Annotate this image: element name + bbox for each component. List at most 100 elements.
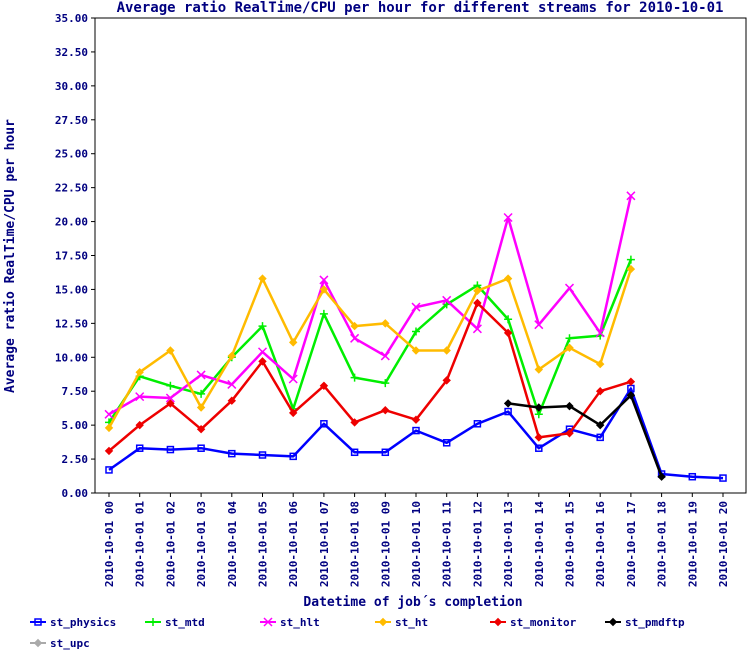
x-tick-label: 2010-10-01 17 <box>625 501 638 587</box>
data-point <box>534 403 544 412</box>
x-tick-label: 2010-10-01 16 <box>594 501 607 587</box>
data-point <box>565 334 574 343</box>
data-point <box>657 472 666 481</box>
y-tick-label: 15.00 <box>55 283 88 296</box>
data-point <box>596 433 604 442</box>
legend-marker <box>608 617 618 627</box>
data-point <box>473 298 482 308</box>
data-point <box>288 374 298 384</box>
x-tick-label: 2010-10-01 01 <box>134 501 147 587</box>
data-point <box>626 391 636 400</box>
legend-marker <box>263 617 273 627</box>
data-point <box>135 420 144 430</box>
y-tick-label: 30.00 <box>55 80 88 93</box>
data-point <box>534 433 544 442</box>
data-point <box>595 420 605 430</box>
data-point <box>473 286 482 295</box>
data-point <box>196 403 206 412</box>
x-tick-label: 2010-10-01 00 <box>103 501 116 587</box>
data-point <box>503 328 513 338</box>
legend-label: st_upc <box>50 637 90 650</box>
y-tick-label: 27.50 <box>55 114 88 127</box>
x-tick-label: 2010-10-01 14 <box>533 501 546 587</box>
y-tick-label: 7.50 <box>62 385 89 398</box>
data-point <box>565 401 574 411</box>
data-point <box>258 274 267 283</box>
data-point <box>626 377 636 386</box>
series-st_monitor <box>104 298 636 456</box>
legend-marker <box>33 638 43 648</box>
y-tick-label: 35.00 <box>55 12 88 25</box>
chart-title: Average ratio RealTime/CPU per hour for … <box>117 0 724 16</box>
data-point <box>595 359 605 369</box>
data-point <box>381 406 390 415</box>
data-point <box>166 381 175 390</box>
series-st_ht <box>104 264 636 433</box>
legend-item-st_pmdftp: st_pmdftp <box>605 616 685 629</box>
data-point <box>626 191 636 201</box>
data-point <box>350 321 359 331</box>
data-point <box>105 466 113 474</box>
data-point <box>504 407 512 416</box>
data-point <box>104 409 114 419</box>
y-tick-label: 5.00 <box>62 419 89 432</box>
y-tick-label: 32.50 <box>55 46 88 59</box>
x-axis: 2010-10-01 00 2010-10-01 01 2010-10-01 02 2… <box>103 493 730 587</box>
data-point <box>135 444 144 452</box>
legend-marker <box>149 618 157 626</box>
data-point <box>565 343 574 352</box>
data-point <box>442 439 451 447</box>
data-point <box>504 315 513 324</box>
data-point <box>503 212 513 223</box>
data-point <box>165 393 175 403</box>
data-point <box>135 368 144 377</box>
data-point <box>381 448 390 457</box>
y-tick-label: 20.00 <box>55 216 88 229</box>
legend-label: st_monitor <box>510 616 577 629</box>
y-tick-label: 2.50 <box>62 453 89 466</box>
x-tick-label: 2010-10-01 11 <box>441 501 454 587</box>
data-point <box>472 324 482 334</box>
data-point <box>319 285 329 294</box>
data-point <box>411 302 421 312</box>
data-point <box>104 446 114 456</box>
data-point <box>411 415 421 424</box>
data-point <box>534 365 544 374</box>
data-point <box>258 451 267 459</box>
x-tick-label: 2010-10-01 02 <box>164 501 177 587</box>
x-tick-label: 2010-10-01 05 <box>257 501 270 587</box>
data-point <box>257 347 268 357</box>
legend-item-st_monitor: st_monitor <box>490 616 577 629</box>
x-tick-label: 2010-10-01 12 <box>471 501 484 587</box>
data-point <box>197 389 206 398</box>
series-st_hlt <box>104 191 636 419</box>
data-point <box>442 376 451 385</box>
data-point <box>258 357 267 366</box>
data-point <box>626 264 636 274</box>
legend-label: st_mtd <box>165 616 205 629</box>
series-line <box>507 394 663 478</box>
data-point <box>288 408 298 418</box>
y-tick-label: 12.50 <box>55 317 88 330</box>
x-tick-label: 2010-10-01 13 <box>502 501 515 587</box>
data-point <box>564 283 575 293</box>
data-point <box>319 381 329 390</box>
data-point <box>288 338 298 347</box>
legend-label: st_physics <box>50 616 116 629</box>
data-point <box>503 399 513 408</box>
data-point <box>381 319 390 328</box>
x-tick-label: 2010-10-01 20 <box>717 501 730 587</box>
data-point <box>442 295 452 305</box>
data-point <box>319 309 328 318</box>
data-point <box>412 327 420 336</box>
series-line <box>108 301 632 452</box>
data-point <box>227 396 237 405</box>
x-tick-label: 2010-10-01 07 <box>318 501 331 587</box>
data-point <box>350 333 360 343</box>
y-tick-label: 22.50 <box>55 182 88 195</box>
data-point <box>196 370 206 380</box>
series-st_pmdftp <box>503 391 666 481</box>
legend-marker <box>34 618 42 626</box>
data-point <box>258 322 267 331</box>
